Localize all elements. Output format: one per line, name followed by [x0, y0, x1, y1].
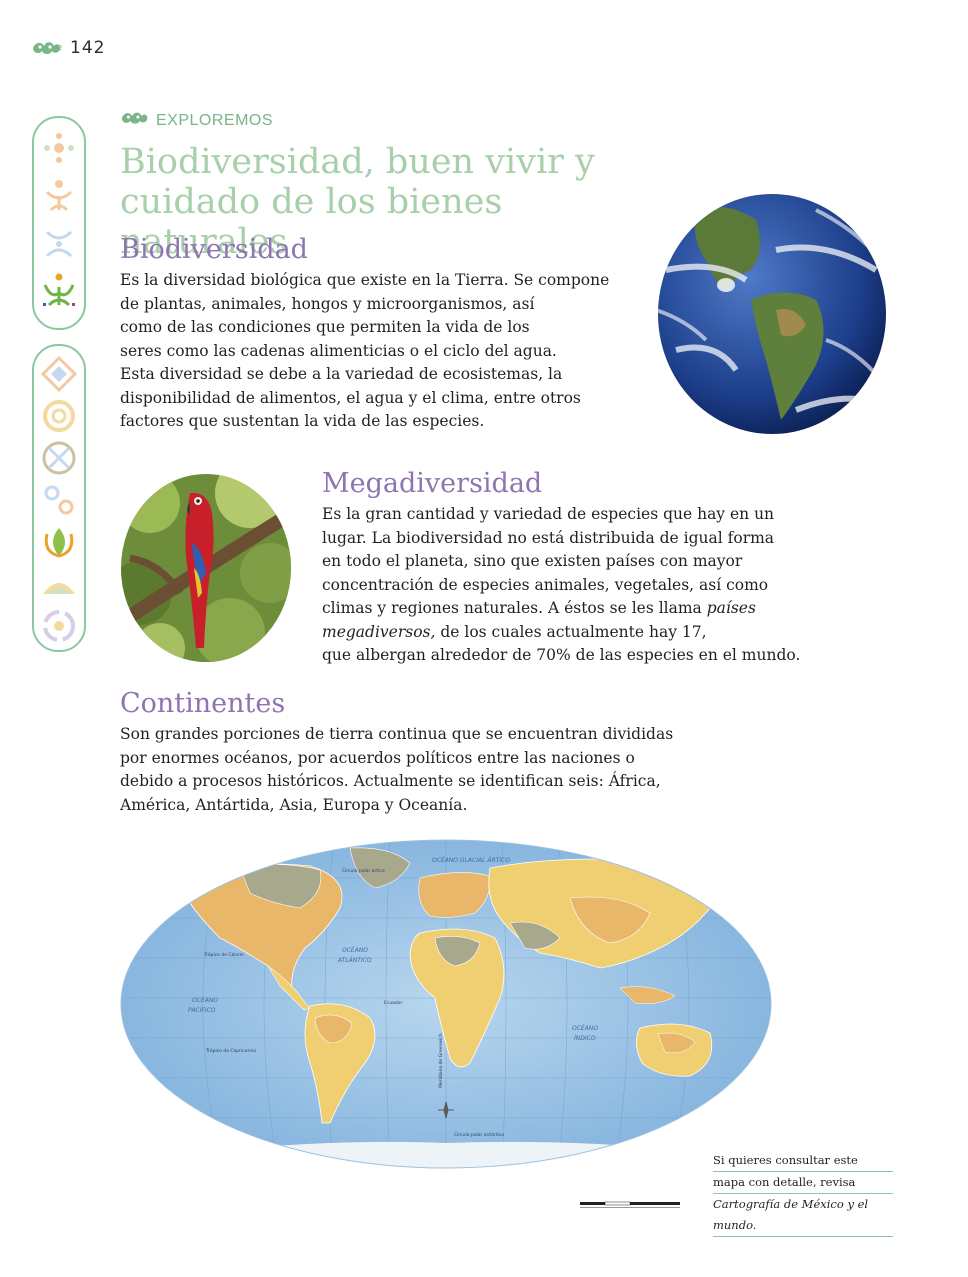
svg-text:2: 2	[58, 44, 62, 52]
map-label-equator: Ecuador	[384, 1000, 403, 1006]
people-icon	[45, 230, 73, 258]
note-line: Si quieres consultar este	[713, 1150, 893, 1172]
text-line: Es la gran cantidad y variedad de especi…	[322, 505, 775, 523]
sidebar-top-group	[32, 116, 86, 330]
sun-icon	[44, 133, 74, 163]
text-line: seres como las cadenas alimenticias o el…	[120, 341, 557, 360]
megadiversity-section: Megadiversidad Es la gran cantidad y var…	[322, 468, 852, 668]
text-line: como de las condiciones que permiten la …	[120, 318, 530, 336]
spiral-icon	[43, 400, 75, 432]
map-label-atlantic-1: OCÉANO	[342, 946, 368, 954]
continents-section: Continentes Son grandes porciones de tie…	[120, 688, 760, 817]
page-number: 142	[70, 38, 106, 58]
lotus-icon	[44, 528, 74, 558]
map-label-greenwich: Meridiano de Greenwich	[438, 1033, 444, 1088]
text-line: lugar. La biodiversidad no está distribu…	[322, 528, 775, 547]
sidebar-bottom-group	[32, 344, 86, 652]
text-line: climas y regiones naturales. A éstos se …	[322, 599, 707, 617]
plant-icon	[43, 273, 75, 307]
text-line: de los cuales actualmente hay 17,	[435, 622, 707, 641]
earth-image	[658, 194, 886, 434]
map-reference-note: Si quieres consultar este mapa con detal…	[713, 1150, 893, 1237]
text-line: Son grandes porciones de tierra continua…	[120, 725, 674, 743]
text-line: América, Antártida, Asia, Europa y Ocean…	[120, 795, 468, 814]
text-line: por enormes océanos, por acuerdos políti…	[120, 748, 635, 767]
megadiversity-text: Es la gran cantidad y variedad de especi…	[322, 503, 852, 668]
text-line: en todo el planeta, sino que existen paí…	[322, 552, 743, 570]
square-pattern-icon	[42, 441, 76, 475]
header-logo-icon: 2	[33, 42, 62, 54]
continents-heading: Continentes	[120, 688, 286, 719]
megadiversity-heading: Megadiversidad	[322, 468, 543, 499]
hill-icon	[43, 583, 75, 594]
book-title: Cartografía de México y el mundo.	[713, 1197, 869, 1232]
text-line: factores que sustentan la vida de las es…	[120, 412, 485, 430]
continents-text: Son grandes porciones de tierra continua…	[120, 723, 760, 817]
world-map: OCÉANO GLACIAL ÁRTICO OCÉANO ATLÁNTICO O…	[120, 839, 772, 1169]
map-label-atlantic-2: ATLÁNTICO	[337, 957, 372, 964]
note-line: Cartografía de México y el mundo.	[713, 1194, 893, 1237]
text-line: Esta diversidad se debe a la variedad de…	[120, 365, 563, 383]
rings-icon	[44, 485, 74, 515]
map-scale-bar	[580, 1201, 680, 1208]
text-line: Es la diversidad biológica que existe en…	[120, 271, 610, 289]
map-label-indian-2: ÍNDICO	[574, 1035, 596, 1042]
text-line: de plantas, animales, hongos y microorga…	[120, 294, 535, 313]
text-line: debido a procesos históricos. Actualment…	[120, 772, 661, 790]
section-label: EXPLOREMOS	[156, 112, 274, 129]
biodiversity-heading: Biodiversidad	[120, 234, 308, 265]
map-label-cancer: Trópico de Cáncer	[203, 951, 244, 958]
page-title: Biodiversidad, buen vivir y cuidado de l…	[120, 142, 595, 262]
map-label-indian-1: OCÉANO	[572, 1024, 598, 1032]
map-label-antarctic-circle: Círculo polar antártico	[454, 1131, 504, 1138]
section-logo-icon	[121, 112, 148, 124]
diamond-icon	[41, 356, 77, 392]
figure-icon	[45, 180, 73, 212]
cycle-icon	[43, 610, 75, 642]
map-label-arctic: OCÉANO GLACIAL ÁRTICO	[432, 856, 510, 864]
text-line: disponibilidad de alimentos, el agua y e…	[120, 388, 581, 407]
map-label-pacific-1: OCÉANO	[192, 996, 218, 1004]
map-label-pacific-2: PACÍFICO	[188, 1007, 216, 1014]
megadiverse-term: países megadiversos,	[322, 599, 756, 641]
macaw-image	[121, 474, 291, 662]
biodiversity-section: Biodiversidad Es la diversidad biológica…	[120, 234, 650, 434]
text-line: que albergan alrededor de 70% de las esp…	[322, 646, 801, 664]
text-line: concentración de especies animales, vege…	[322, 575, 769, 594]
map-label-capricorn: Trópico de Capricornio	[205, 1047, 256, 1054]
map-label-arctic-circle: Círculo polar ártico	[342, 867, 385, 874]
biodiversity-text: Es la diversidad biológica que existe en…	[120, 269, 650, 434]
note-line: mapa con detalle, revisa	[713, 1172, 893, 1194]
